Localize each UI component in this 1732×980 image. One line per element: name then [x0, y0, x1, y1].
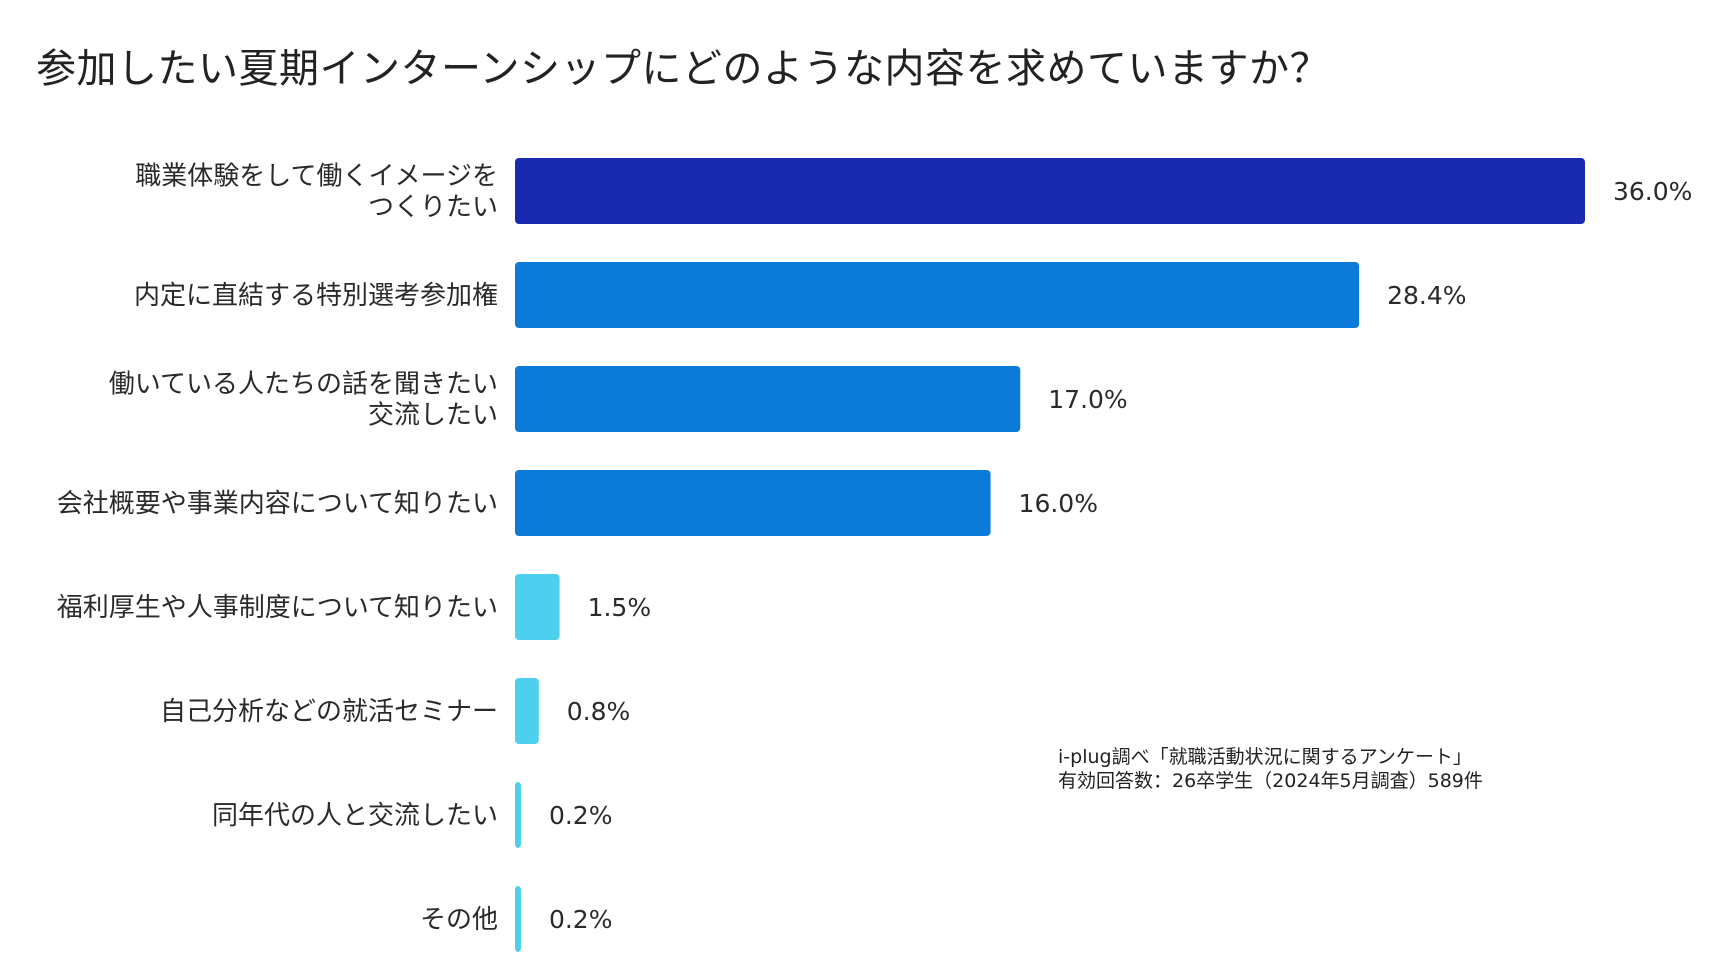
value-label-4: 16.0%	[1019, 489, 1098, 518]
bar-3	[515, 366, 1021, 432]
source-note: i-plug調べ「就職活動状況に関するアンケート」 有効回答数：26卒学生（20…	[1058, 745, 1483, 793]
category-label-2: 内定に直結する特別選考参加権	[134, 281, 498, 311]
value-label-1: 36.0%	[1613, 177, 1692, 206]
source-note-line2: 有効回答数：26卒学生（2024年5月調査）589件	[1058, 770, 1483, 792]
value-label-7: 0.2%	[549, 801, 613, 830]
value-label-3: 17.0%	[1048, 385, 1127, 414]
bar-2	[515, 262, 1360, 328]
category-label-4: 会社概要や事業内容について知りたい	[57, 489, 498, 519]
category-label-6: 自己分析などの就活セミナー	[160, 697, 498, 727]
value-label-5: 1.5%	[588, 593, 652, 622]
bar-7	[515, 782, 521, 848]
chart-title: 参加したい夏期インターンシップにどのような内容を求めていますか？	[36, 46, 1330, 92]
bar-1	[515, 158, 1585, 224]
source-note-line1: i-plug調べ「就職活動状況に関するアンケート」	[1058, 746, 1472, 768]
value-label-6: 0.8%	[567, 697, 631, 726]
bar-5	[515, 574, 560, 640]
category-label-7: 同年代の人と交流したい	[212, 801, 498, 831]
category-label-3-line1: 働いている人たちの話を聞きたい	[109, 370, 498, 400]
category-label-1-line2: つくりたい	[368, 193, 498, 223]
category-label-8: その他	[420, 905, 498, 935]
category-label-3-line2: 交流したい	[368, 401, 498, 431]
bar-4	[515, 470, 991, 536]
value-label-2: 28.4%	[1387, 281, 1466, 310]
bar-8	[515, 886, 521, 952]
category-label-5: 福利厚生や人事制度について知りたい	[57, 593, 498, 623]
bar-6	[515, 678, 539, 744]
value-label-8: 0.2%	[549, 905, 613, 934]
category-label-1-line1: 職業体験をして働くイメージを	[135, 162, 498, 192]
